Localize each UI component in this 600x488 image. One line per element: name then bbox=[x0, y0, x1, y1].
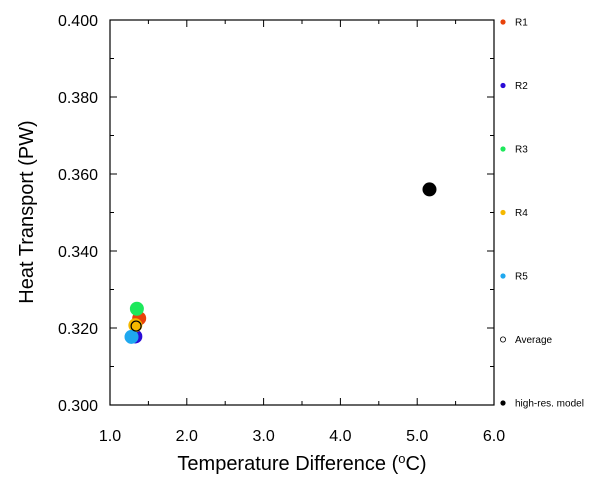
y-tick-label: 0.300 bbox=[58, 398, 98, 415]
legend-marker bbox=[500, 82, 506, 89]
y-tick-label: 0.400 bbox=[58, 13, 98, 30]
x-tick-label: 4.0 bbox=[329, 428, 351, 445]
y-axis: 0.300 0.320 0.340 0.360 0.380 0.400 bbox=[58, 13, 494, 415]
legend-label: high-res. model bbox=[515, 399, 584, 410]
legend-marker bbox=[500, 146, 506, 152]
legend-label: R4 bbox=[515, 208, 528, 219]
x-tick-label: 5.0 bbox=[406, 428, 428, 445]
data-point-high-res-model bbox=[422, 182, 437, 197]
x-tick-label: 6.0 bbox=[483, 428, 505, 445]
x-tick-label: 3.0 bbox=[252, 428, 274, 445]
legend: R1 R2 R3 R4 R5 Average high-res. model bbox=[499, 18, 584, 410]
y-tick-label: 0.320 bbox=[58, 321, 98, 338]
x-axis-title: Temperature Difference (oC) bbox=[177, 451, 426, 475]
legend-label: R3 bbox=[515, 145, 528, 156]
data-point-r5 bbox=[124, 329, 139, 344]
data-points bbox=[124, 182, 437, 344]
legend-marker bbox=[500, 273, 506, 279]
y-tick-label: 0.340 bbox=[58, 244, 98, 261]
legend-marker bbox=[500, 209, 506, 216]
legend-label: R2 bbox=[515, 81, 528, 92]
data-point-r3 bbox=[129, 301, 144, 316]
x-axis: 1.0 2.0 3.0 4.0 5.0 6.0 bbox=[99, 20, 505, 445]
data-point-average bbox=[130, 320, 142, 332]
legend-marker bbox=[500, 19, 506, 25]
legend-label: R5 bbox=[515, 272, 528, 283]
x-tick-label: 2.0 bbox=[176, 428, 198, 445]
legend-marker bbox=[499, 336, 506, 343]
legend-label: R1 bbox=[515, 18, 528, 29]
x-tick-label: 1.0 bbox=[99, 428, 121, 445]
y-tick-label: 0.380 bbox=[58, 90, 98, 107]
plot-frame bbox=[109, 19, 495, 406]
y-axis-title: Heat Transport (PW) bbox=[16, 120, 38, 303]
legend-label: Average bbox=[515, 335, 553, 346]
y-tick-label: 0.360 bbox=[58, 167, 98, 184]
legend-marker bbox=[500, 400, 506, 406]
